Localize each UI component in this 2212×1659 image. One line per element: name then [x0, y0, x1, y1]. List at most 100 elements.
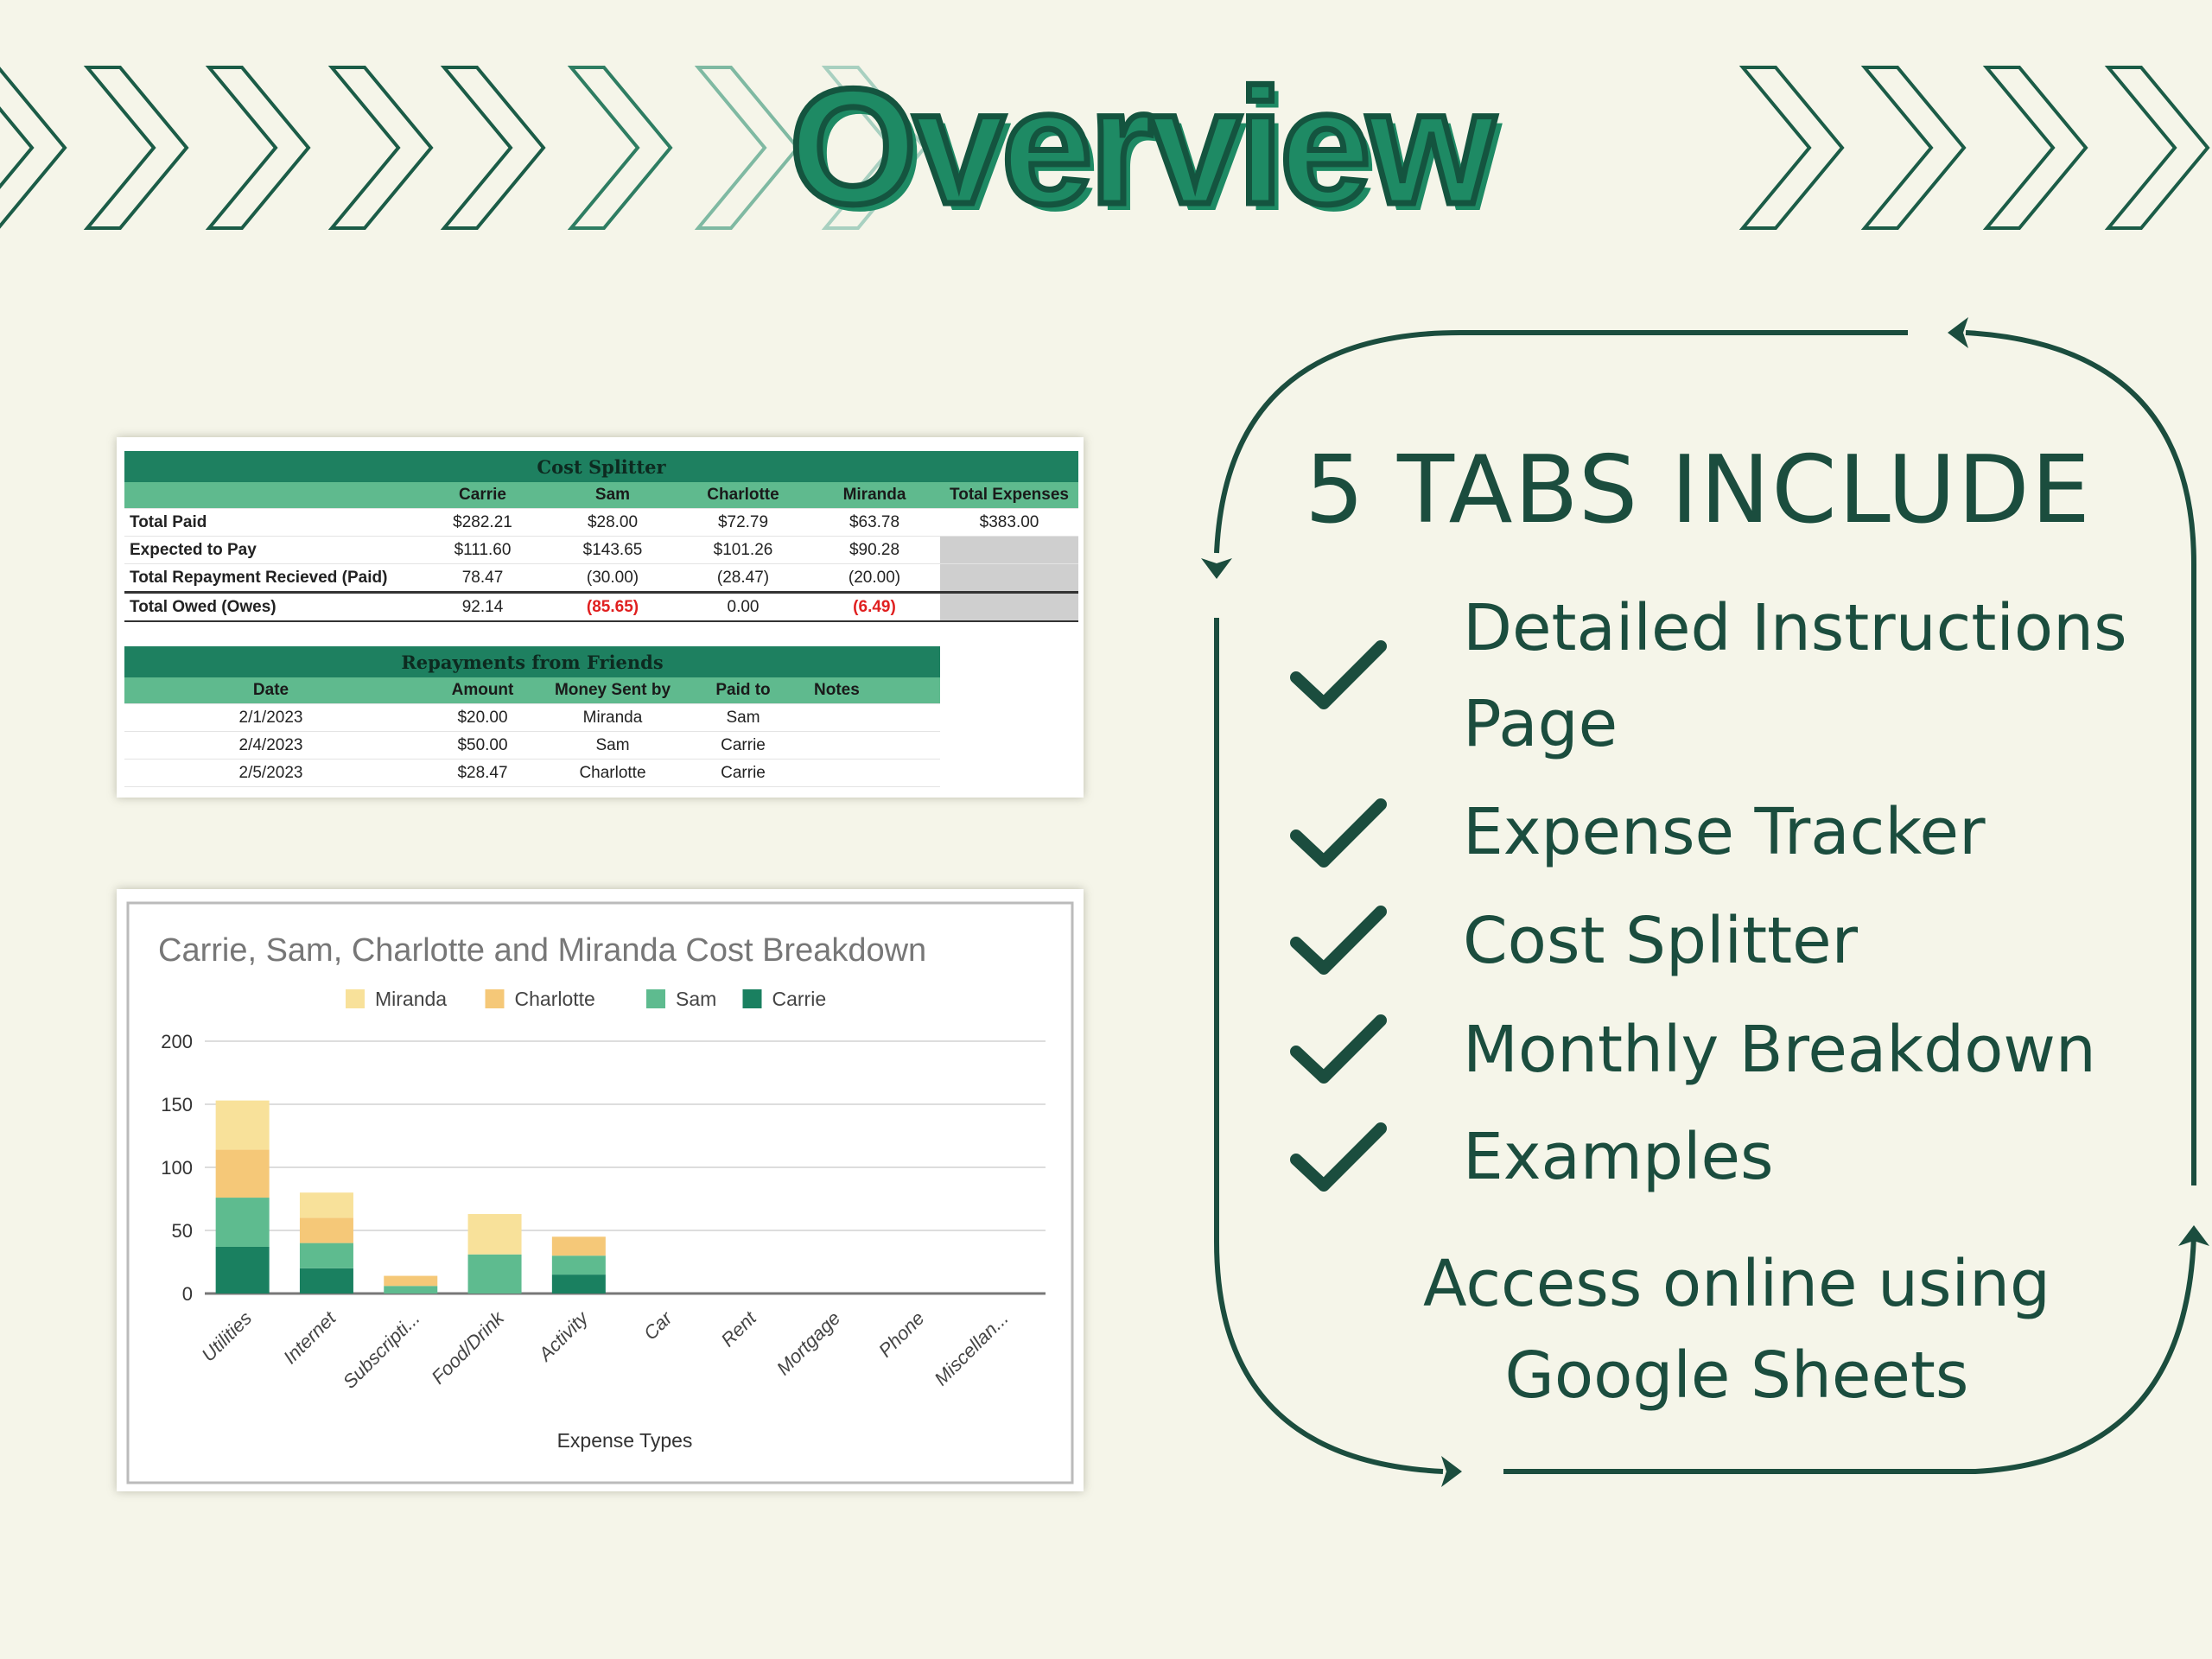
- legend-label: Charlotte: [515, 988, 595, 1010]
- table-cell: 2/5/2023: [124, 759, 417, 787]
- table-cell: [809, 703, 941, 732]
- chevron-icon: [327, 66, 434, 230]
- bar-segment-carrie: [299, 1268, 353, 1294]
- legend-swatch: [742, 989, 762, 1008]
- checkmark-icon: [1290, 1014, 1387, 1084]
- feature-item: Detailed Instructions: [1463, 591, 2127, 665]
- checkmark-icon: [1290, 640, 1387, 709]
- table-cell: Carrie: [677, 731, 809, 760]
- column-header: Paid to: [677, 677, 809, 704]
- table-cell: $28.47: [417, 759, 548, 787]
- features-heading: 5 TABS INCLUDE: [1305, 436, 2092, 544]
- y-tick-label: 100: [161, 1157, 193, 1179]
- table-cell: 0.00: [677, 591, 809, 622]
- cost-splitter-title: Cost Splitter: [124, 451, 1079, 482]
- frame-top-left: [1214, 330, 1908, 554]
- column-header: Total Expenses: [940, 482, 1079, 509]
- cost-breakdown-chart: Carrie, Sam, Charlotte and Miranda Cost …: [126, 901, 1074, 1484]
- column-header: [124, 482, 417, 509]
- table-cell: Sam: [677, 703, 809, 732]
- cost-splitter-table: Cost Splitter Carrie Sam Charlotte Miranda T…: [124, 451, 1079, 622]
- column-header: Miranda: [809, 482, 940, 509]
- checkmark-icon: [1290, 906, 1387, 975]
- bar-segment-carrie: [215, 1246, 270, 1294]
- chevron-icon: [694, 66, 800, 230]
- bar-segment-miranda: [467, 1214, 522, 1255]
- bar-segment-sam: [551, 1255, 606, 1275]
- access-line-2: Google Sheets: [1504, 1338, 1969, 1413]
- column-header: Sam: [548, 482, 677, 509]
- legend-swatch: [646, 989, 665, 1008]
- table-cell: Miranda: [548, 703, 677, 732]
- table-cell: $143.65: [548, 536, 677, 564]
- table-cell: (30.00): [548, 563, 677, 593]
- bar-segment-charlotte: [384, 1275, 438, 1287]
- chevron-icon: [1738, 66, 1845, 230]
- table-cell: 2/1/2023: [124, 703, 417, 732]
- arrow-left-icon: [1948, 317, 1968, 348]
- chevron-icon: [1860, 66, 1967, 230]
- table-cell: 2/4/2023: [124, 731, 417, 760]
- arrowheads: [1201, 317, 2209, 1487]
- table-cell: [940, 563, 1079, 593]
- legend-label: Carrie: [772, 988, 827, 1010]
- table-row: Total Owed (Owes) 92.14 (85.65) 0.00 (6.49): [124, 591, 1079, 622]
- bar-segment-miranda: [215, 1100, 270, 1150]
- chevron-icon: [821, 66, 927, 230]
- table-row: 2/1/2023 $20.00 Miranda Sam: [124, 703, 941, 732]
- bar-segment-sam: [299, 1243, 353, 1268]
- table-row: Expected to Pay $111.60 $143.65 $101.26 $90.…: [124, 536, 1079, 564]
- feature-item: Cost Splitter: [1463, 904, 1859, 978]
- checkmark-icon: [1290, 1122, 1387, 1192]
- arrow-up-icon: [2178, 1225, 2209, 1246]
- table-row: Total Repayment Recieved (Paid) 78.47 (30.…: [124, 563, 1079, 593]
- bar-segment-charlotte: [215, 1149, 270, 1198]
- legend-label: Miranda: [375, 988, 447, 1010]
- table-cell: (20.00): [809, 563, 940, 593]
- frame-bottom: [1503, 1235, 2196, 1474]
- table-cell: 78.47: [417, 563, 548, 593]
- table-cell: $50.00: [417, 731, 548, 760]
- table-row: Total Paid $282.21 $28.00 $72.79 $63.78 $383.…: [124, 508, 1079, 537]
- y-tick-label: 50: [172, 1220, 193, 1242]
- bar-segment-charlotte: [551, 1236, 606, 1256]
- table-cell: $20.00: [417, 703, 548, 732]
- arrow-right-icon: [1441, 1456, 1462, 1487]
- feature-item: Page: [1463, 687, 1618, 761]
- legend-label: Sam: [676, 988, 716, 1010]
- y-tick-label: 150: [161, 1094, 193, 1116]
- table-cell: $383.00: [940, 508, 1079, 537]
- bar-segment-miranda: [299, 1192, 353, 1218]
- row-label: Total Owed (Owes): [124, 591, 417, 622]
- cycle-arrows-frame: [1214, 330, 2196, 1474]
- feature-item: Expense Tracker: [1463, 795, 1986, 869]
- table-cell: $90.28: [809, 536, 940, 564]
- bar-segment-sam: [384, 1286, 438, 1294]
- access-line-1: Access online using: [1423, 1247, 2050, 1321]
- x-axis-label: Expense Types: [557, 1429, 693, 1452]
- arrow-down-icon: [1201, 558, 1232, 579]
- column-header: Notes: [809, 677, 941, 704]
- bar-segment-sam: [215, 1198, 270, 1247]
- y-tick-label: 0: [182, 1283, 193, 1305]
- table-row: 2/5/2023 $28.47 Charlotte Carrie: [124, 759, 941, 787]
- chart-card: Carrie, Sam, Charlotte and Miranda Cost …: [117, 889, 1084, 1491]
- table-cell: (85.65): [548, 591, 677, 622]
- table-cell: 92.14: [417, 591, 548, 622]
- chevron-icon: [440, 66, 546, 230]
- table-cell: (28.47): [677, 563, 809, 593]
- feature-item: Monthly Breakdown: [1463, 1013, 2096, 1087]
- table-cell: [940, 536, 1079, 564]
- table-row: 2/4/2023 $50.00 Sam Carrie: [124, 731, 941, 760]
- column-header: Carrie: [417, 482, 548, 509]
- bar-segment-charlotte: [299, 1217, 353, 1243]
- checkmark-icon: [1290, 798, 1387, 868]
- chevron-icon: [567, 66, 673, 230]
- table-cell: [809, 731, 941, 760]
- table-cell: $111.60: [417, 536, 548, 564]
- page-title: Overview: [786, 55, 1498, 238]
- table-cell: $101.26: [677, 536, 809, 564]
- chevron-icon: [1982, 66, 2088, 230]
- repayments-table: Repayments from Friends Date Amount Money …: [124, 646, 941, 787]
